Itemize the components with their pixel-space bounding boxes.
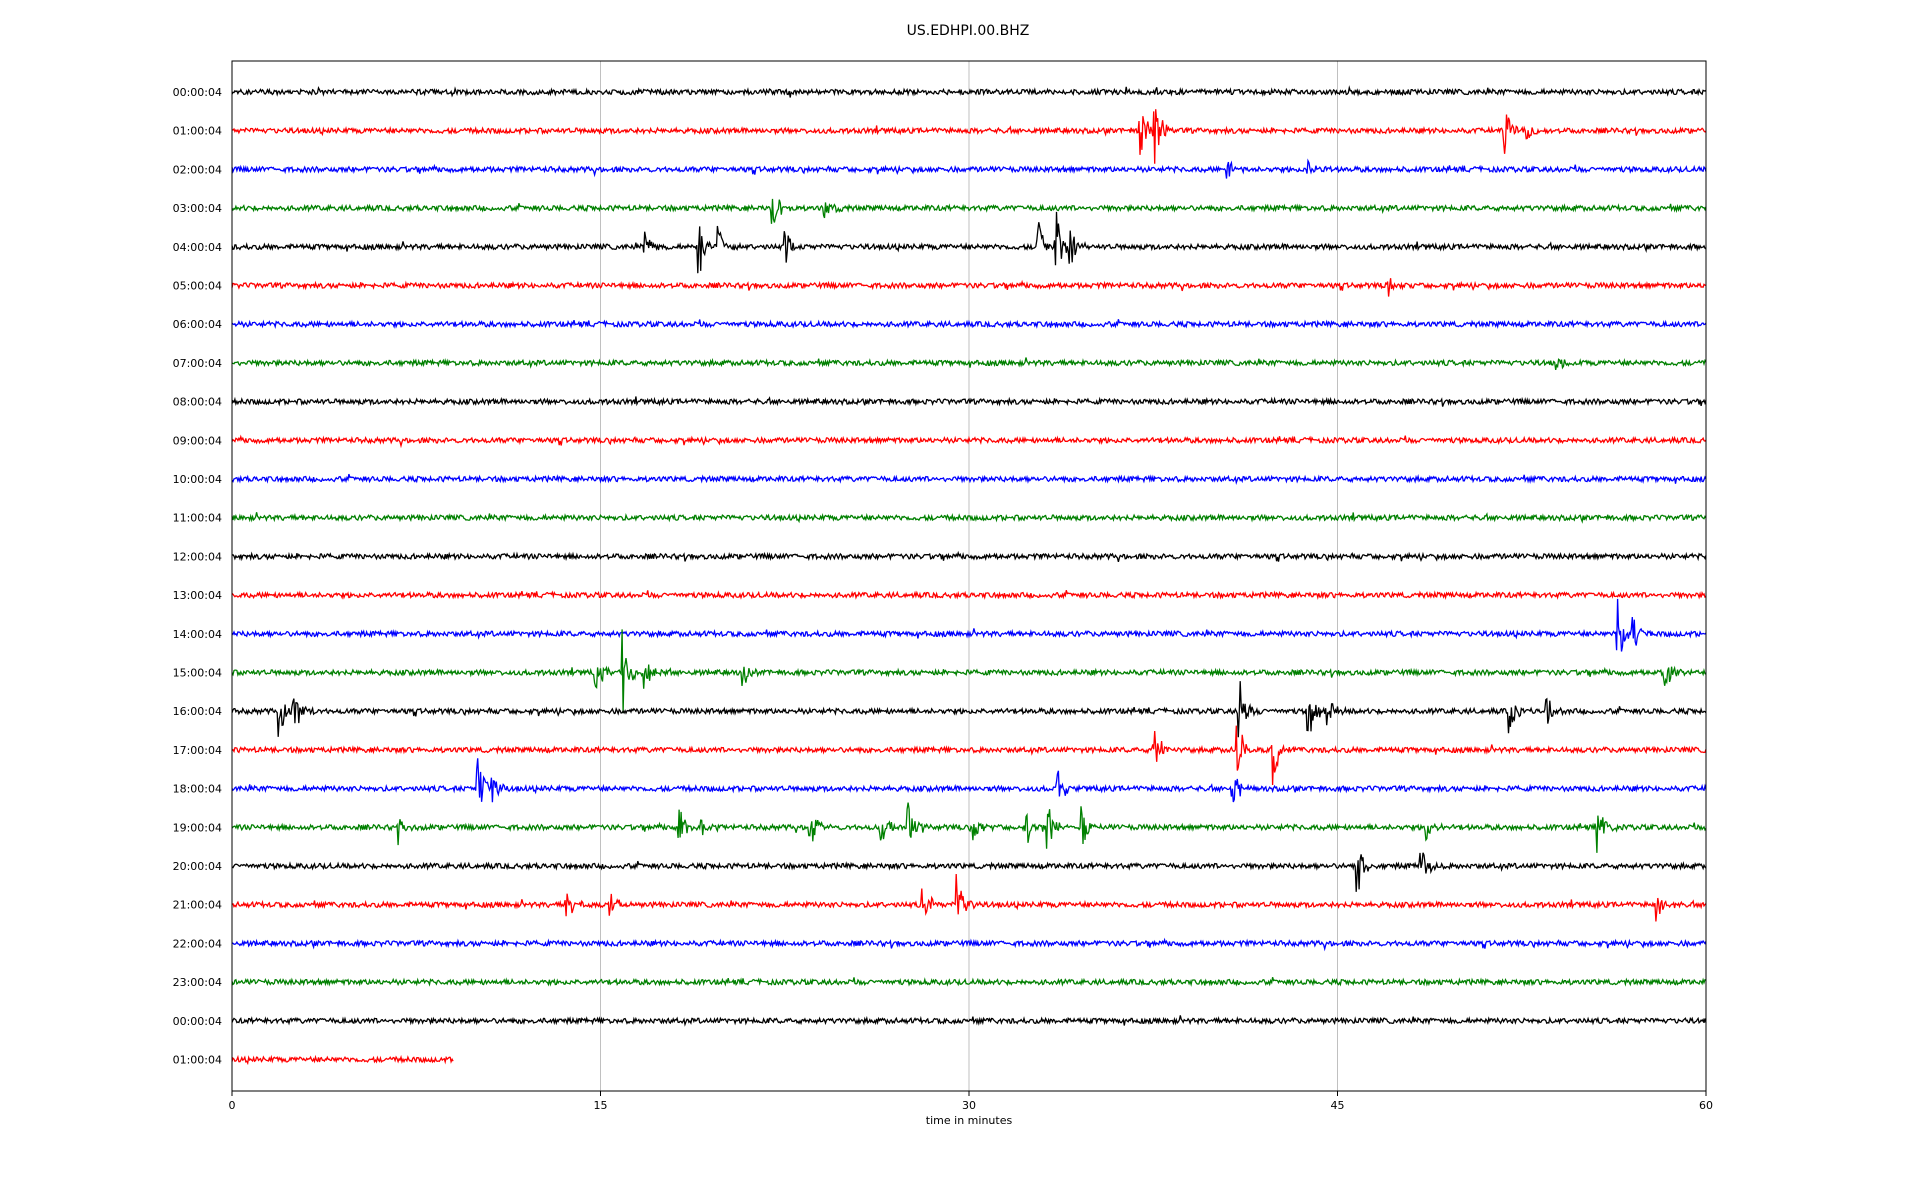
trace-row-19 xyxy=(231,802,1707,853)
trace-row-22 xyxy=(231,937,1707,952)
row-label-14: 14:00:04 xyxy=(173,628,222,641)
x-tick-label-4: 60 xyxy=(1699,1099,1713,1112)
trace-row-5 xyxy=(231,278,1706,297)
x-axis-ticks: 0 15 30 45 60 xyxy=(229,1091,1713,1112)
traces-group xyxy=(231,85,1707,1066)
row-label-24: 00:00:04 xyxy=(173,1015,222,1028)
x-tick-label-2: 30 xyxy=(962,1099,976,1112)
row-label-13: 13:00:04 xyxy=(173,589,222,602)
trace-row-24 xyxy=(231,1015,1707,1027)
trace-row-6 xyxy=(231,319,1707,330)
row-label-7: 07:00:04 xyxy=(173,357,222,370)
trace-row-4 xyxy=(231,211,1707,274)
row-label-8: 08:00:04 xyxy=(173,396,222,409)
row-label-21: 21:00:04 xyxy=(173,899,222,912)
trace-row-14 xyxy=(231,598,1707,652)
row-label-23: 23:00:04 xyxy=(173,976,222,989)
trace-row-9 xyxy=(231,434,1707,449)
trace-row-20 xyxy=(231,852,1707,892)
row-label-19: 19:00:04 xyxy=(173,821,222,834)
row-label-15: 15:00:04 xyxy=(173,667,222,680)
trace-row-1 xyxy=(231,109,1707,164)
row-label-20: 20:00:04 xyxy=(173,860,222,873)
row-label-2: 02:00:04 xyxy=(173,163,222,176)
trace-row-8 xyxy=(231,396,1707,407)
trace-row-7 xyxy=(231,357,1707,371)
row-label-6: 06:00:04 xyxy=(173,318,222,331)
trace-row-10 xyxy=(231,473,1707,485)
row-label-5: 05:00:04 xyxy=(173,280,222,293)
row-label-10: 10:00:04 xyxy=(173,473,222,486)
row-label-22: 22:00:04 xyxy=(173,937,222,950)
trace-row-16 xyxy=(231,681,1707,738)
row-label-25: 01:00:04 xyxy=(173,1054,222,1067)
trace-row-11 xyxy=(231,512,1707,524)
x-tick-label-3: 45 xyxy=(1331,1099,1345,1112)
x-grid xyxy=(600,61,1338,1091)
trace-row-15 xyxy=(231,629,1707,714)
row-label-4: 04:00:04 xyxy=(173,241,222,254)
trace-row-17 xyxy=(231,725,1707,786)
trace-row-23 xyxy=(231,977,1707,987)
trace-row-12 xyxy=(231,550,1707,562)
trace-row-3 xyxy=(231,198,1707,224)
row-label-11: 11:00:04 xyxy=(173,512,222,525)
row-label-17: 17:00:04 xyxy=(173,744,222,757)
trace-row-18 xyxy=(231,758,1707,803)
row-label-0: 00:00:04 xyxy=(173,86,222,99)
row-label-16: 16:00:04 xyxy=(173,705,222,718)
row-label-18: 18:00:04 xyxy=(173,783,222,796)
trace-row-25 xyxy=(231,1054,454,1066)
trace-row-0 xyxy=(231,85,1707,98)
trace-row-13 xyxy=(231,590,1707,600)
x-tick-label-0: 0 xyxy=(229,1099,236,1112)
trace-row-2 xyxy=(231,158,1707,179)
x-axis-label: time in minutes xyxy=(926,1114,1013,1127)
row-label-3: 03:00:04 xyxy=(173,202,222,215)
row-label-12: 12:00:04 xyxy=(173,550,222,563)
row-label-9: 09:00:04 xyxy=(173,434,222,447)
row-label-1: 01:00:04 xyxy=(173,125,222,138)
row-labels: 00:00:04 01:00:04 02:00:04 03:00:04 04:00:04… xyxy=(173,86,222,1067)
x-tick-label-1: 15 xyxy=(594,1099,608,1112)
trace-row-21 xyxy=(231,873,1707,922)
chart-title: US.EDHPI.00.BHZ xyxy=(907,23,1030,39)
